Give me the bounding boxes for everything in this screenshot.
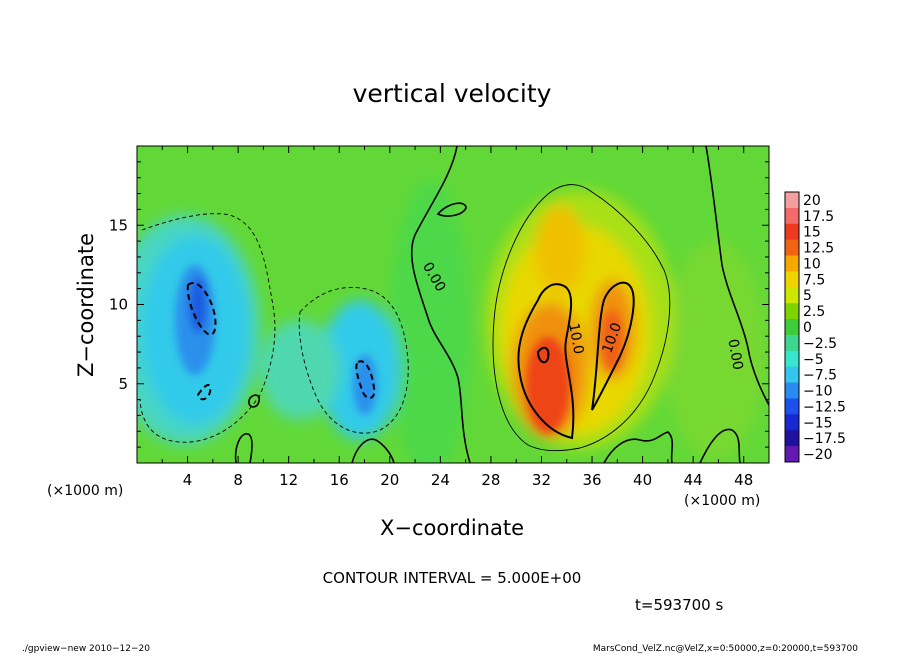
x-tick-label: 36 [582, 471, 601, 489]
updraft-yellow-top [535, 205, 585, 295]
contour-neg-ten-middle [355, 360, 376, 399]
contour-zero-bottom-b [351, 438, 395, 463]
contour-zero-bottom-a [234, 433, 253, 463]
colorbar-label: 7.5 [803, 272, 825, 288]
colorbar-swatch [785, 192, 799, 209]
footer-left: ./gpview−new 2010−12−20 [22, 644, 150, 654]
colorbar-label: −20 [803, 447, 833, 463]
contour-ten-left [517, 283, 575, 440]
contours [139, 146, 769, 463]
contour-five-outer [492, 184, 671, 452]
colorbar-swatch [785, 207, 799, 225]
x-tick-label: 20 [380, 471, 399, 489]
colorbar-frame [784, 191, 800, 463]
weak-updraft-right [665, 240, 765, 460]
neutral-band-center [390, 180, 470, 463]
y-axis-title: Z−coordinate [74, 233, 98, 377]
colorbar-label: −7.5 [803, 368, 837, 384]
colorbar-label: −17.5 [803, 431, 846, 447]
contour-ten-right [591, 281, 635, 411]
colorbar-swatch [785, 239, 799, 257]
colorbar-swatch [785, 398, 799, 415]
contour-neg-ten-left [186, 282, 217, 336]
colorbar-swatch [785, 334, 799, 352]
contour-zero-bottom-c [603, 431, 674, 463]
colorbar-label: −10 [803, 384, 833, 400]
colorbar-label: 2.5 [803, 304, 825, 320]
x-unit-left: (×1000 m) [47, 483, 123, 499]
downdraft-core-middle [353, 355, 377, 415]
colorbar-swatch [785, 382, 799, 399]
colorbar-swatch [785, 446, 799, 463]
x-unit-right: (×1000 m) [684, 493, 760, 509]
time-label: t=593700 s [635, 596, 723, 614]
colorbar-swatch [785, 223, 799, 241]
colorbar-label: 15 [803, 225, 821, 241]
contour-zero-left [410, 146, 471, 463]
x-tick-label: 16 [330, 471, 349, 489]
y-tick-label: 5 [118, 375, 128, 393]
colorbar-label: −2.5 [803, 336, 837, 352]
colorbar-label: 20 [803, 193, 821, 209]
colorbar-swatch [785, 366, 799, 384]
contour-neg-ten-left-low [196, 384, 212, 401]
contour-zero-blob [436, 202, 467, 217]
contour-label: 10.0 [565, 322, 586, 355]
colorbar-swatch [785, 414, 799, 431]
colorbar-swatch [785, 287, 799, 304]
colorbar-label: 5 [803, 288, 812, 304]
x-tick-label: 48 [734, 471, 753, 489]
field-cores [175, 265, 623, 433]
chart-title: vertical velocity [353, 79, 552, 108]
updraft-core-left [526, 337, 570, 433]
contour-zero-right [705, 146, 769, 406]
colorbar-label: 0 [803, 320, 812, 336]
colorbar-label: −15 [803, 415, 833, 431]
colorbar-label: −5 [803, 352, 824, 368]
colorbar-swatch [785, 430, 799, 447]
x-tick-label: 28 [481, 471, 500, 489]
colorbar-swatch [785, 350, 799, 368]
colorbar-label: 17.5 [803, 209, 834, 225]
footer-right: MarsCond_VelZ.nc@VelZ,x=0:50000,z=0:2000… [593, 644, 858, 654]
colorbar-label: 10 [803, 256, 821, 272]
contour-interval-label: CONTOUR INTERVAL = 5.000E+00 [323, 569, 582, 587]
colorbar: 2017.51512.5107.552.50−2.5−5−7.5−10−12.5… [784, 191, 846, 463]
x-axis-title: X−coordinate [380, 516, 524, 540]
contour-zero-bottom-d [699, 428, 741, 463]
colorbar-label: 12.5 [803, 241, 834, 257]
contour-neg-outer-middle [298, 287, 409, 434]
x-tick-label: 4 [183, 471, 193, 489]
colorbar-swatch [785, 319, 799, 336]
contour-zero-small-loop [248, 394, 261, 408]
updraft-core-right [601, 310, 623, 370]
y-ticks: 5 10 15 [109, 161, 769, 448]
downdraft-core-left-deep [189, 277, 207, 333]
x-tick-label: 44 [684, 471, 703, 489]
contour-neg-outer-left [139, 213, 276, 443]
x-ticks: 4 8 12 16 20 24 28 32 36 40 44 48 [161, 146, 753, 489]
colorbar-swatch [785, 255, 799, 272]
x-tick-label: 12 [279, 471, 298, 489]
x-tick-label: 8 [233, 471, 243, 489]
colorbar-swatch [785, 271, 799, 288]
contour-label: 0.00 [724, 338, 745, 371]
x-tick-label: 24 [431, 471, 450, 489]
colorbar-label: −12.5 [803, 399, 846, 415]
y-tick-label: 10 [109, 296, 128, 314]
x-tick-label: 32 [532, 471, 551, 489]
contour-ten-island [536, 346, 550, 364]
x-tick-label: 40 [633, 471, 652, 489]
colorbar-swatch [785, 303, 799, 320]
downdraft-middle-band [260, 320, 340, 420]
y-tick-label: 15 [109, 216, 128, 234]
